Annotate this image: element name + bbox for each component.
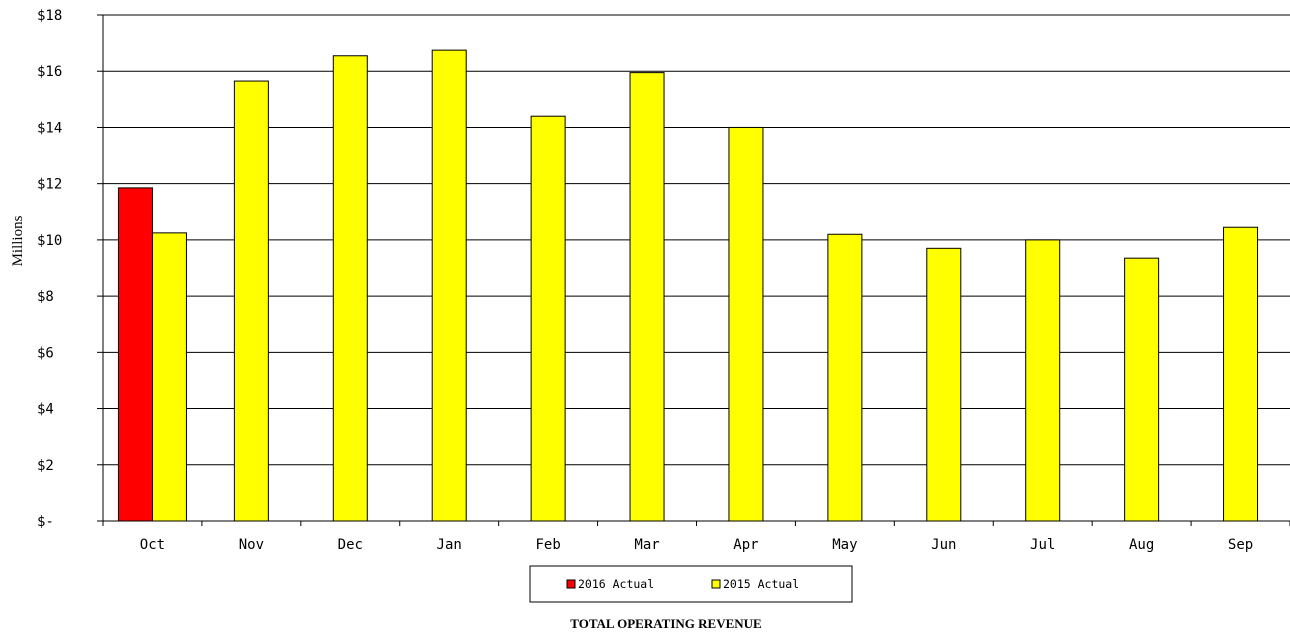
bar-2015-actual-nov — [233, 80, 269, 522]
bar-2015-actual-jul — [1025, 239, 1061, 522]
gridlines — [103, 14, 1290, 466]
bar-2015-actual-may — [827, 233, 863, 522]
legend-label-2016-actual: 2016 Actual — [578, 577, 654, 591]
legend-box — [529, 565, 853, 603]
x-tick-label-nov: Nov — [239, 537, 264, 553]
x-tick-label-jun: Jun — [931, 537, 956, 553]
chart-title: TOTAL OPERATING REVENUE — [570, 616, 761, 631]
y-tick-labels: $- $2 $4 $6 $8 $10 $12 $14 $16 $18 — [37, 8, 62, 530]
x-tick-label-jan: Jan — [437, 537, 462, 553]
legend-label-2015-actual: 2015 Actual — [723, 577, 799, 591]
x-tick-labels: Oct Nov Dec Jan Feb Mar Apr May Jun Jul Aug Sep — [140, 537, 1253, 553]
x-tick-label-sep: Sep — [1228, 537, 1253, 553]
axes — [97, 14, 1290, 526]
x-tick-label-mar: Mar — [634, 537, 659, 553]
y-tick-label-0: $- — [37, 514, 54, 530]
x-tick-label-apr: Apr — [733, 537, 758, 553]
legend-swatch-2016-actual — [566, 579, 576, 589]
y-tick-label-8: $16 — [37, 64, 62, 80]
bar-2016-actual-oct — [117, 187, 153, 522]
x-tick-label-oct: Oct — [140, 537, 165, 553]
y-tick-label-5: $10 — [37, 233, 62, 249]
bar-2015-actual-apr — [728, 126, 764, 522]
y-tick-label-2: $4 — [37, 402, 54, 418]
bar-2015-actual-mar — [629, 72, 665, 522]
y-tick-label-7: $14 — [37, 120, 62, 136]
x-tick-label-may: May — [832, 537, 857, 553]
bar-2015-actual-jun — [926, 247, 962, 522]
bar-2015-actual-dec — [332, 55, 368, 522]
legend-swatch-2015-actual — [711, 579, 721, 589]
x-tick-label-dec: Dec — [338, 537, 363, 553]
bar-2015-actual-feb — [530, 115, 566, 522]
bar-2015-actual-sep — [1223, 226, 1259, 522]
y-axis-label: Millions — [10, 215, 26, 266]
y-tick-label-9: $18 — [37, 8, 62, 24]
legend: 2016 Actual 2015 Actual — [529, 565, 853, 603]
bar-2015-actual-jan — [431, 49, 467, 522]
y-tick-label-6: $12 — [37, 177, 62, 193]
y-tick-label-3: $6 — [37, 345, 54, 361]
bars — [117, 49, 1259, 522]
bar-2015-actual-oct — [151, 232, 187, 522]
x-tick-label-feb: Feb — [535, 537, 560, 553]
y-tick-label-1: $2 — [37, 458, 54, 474]
y-tick-label-4: $8 — [37, 289, 54, 305]
bar-2015-actual-aug — [1124, 257, 1160, 522]
x-tick-label-aug: Aug — [1129, 537, 1154, 553]
x-tick-label-jul: Jul — [1030, 537, 1055, 553]
